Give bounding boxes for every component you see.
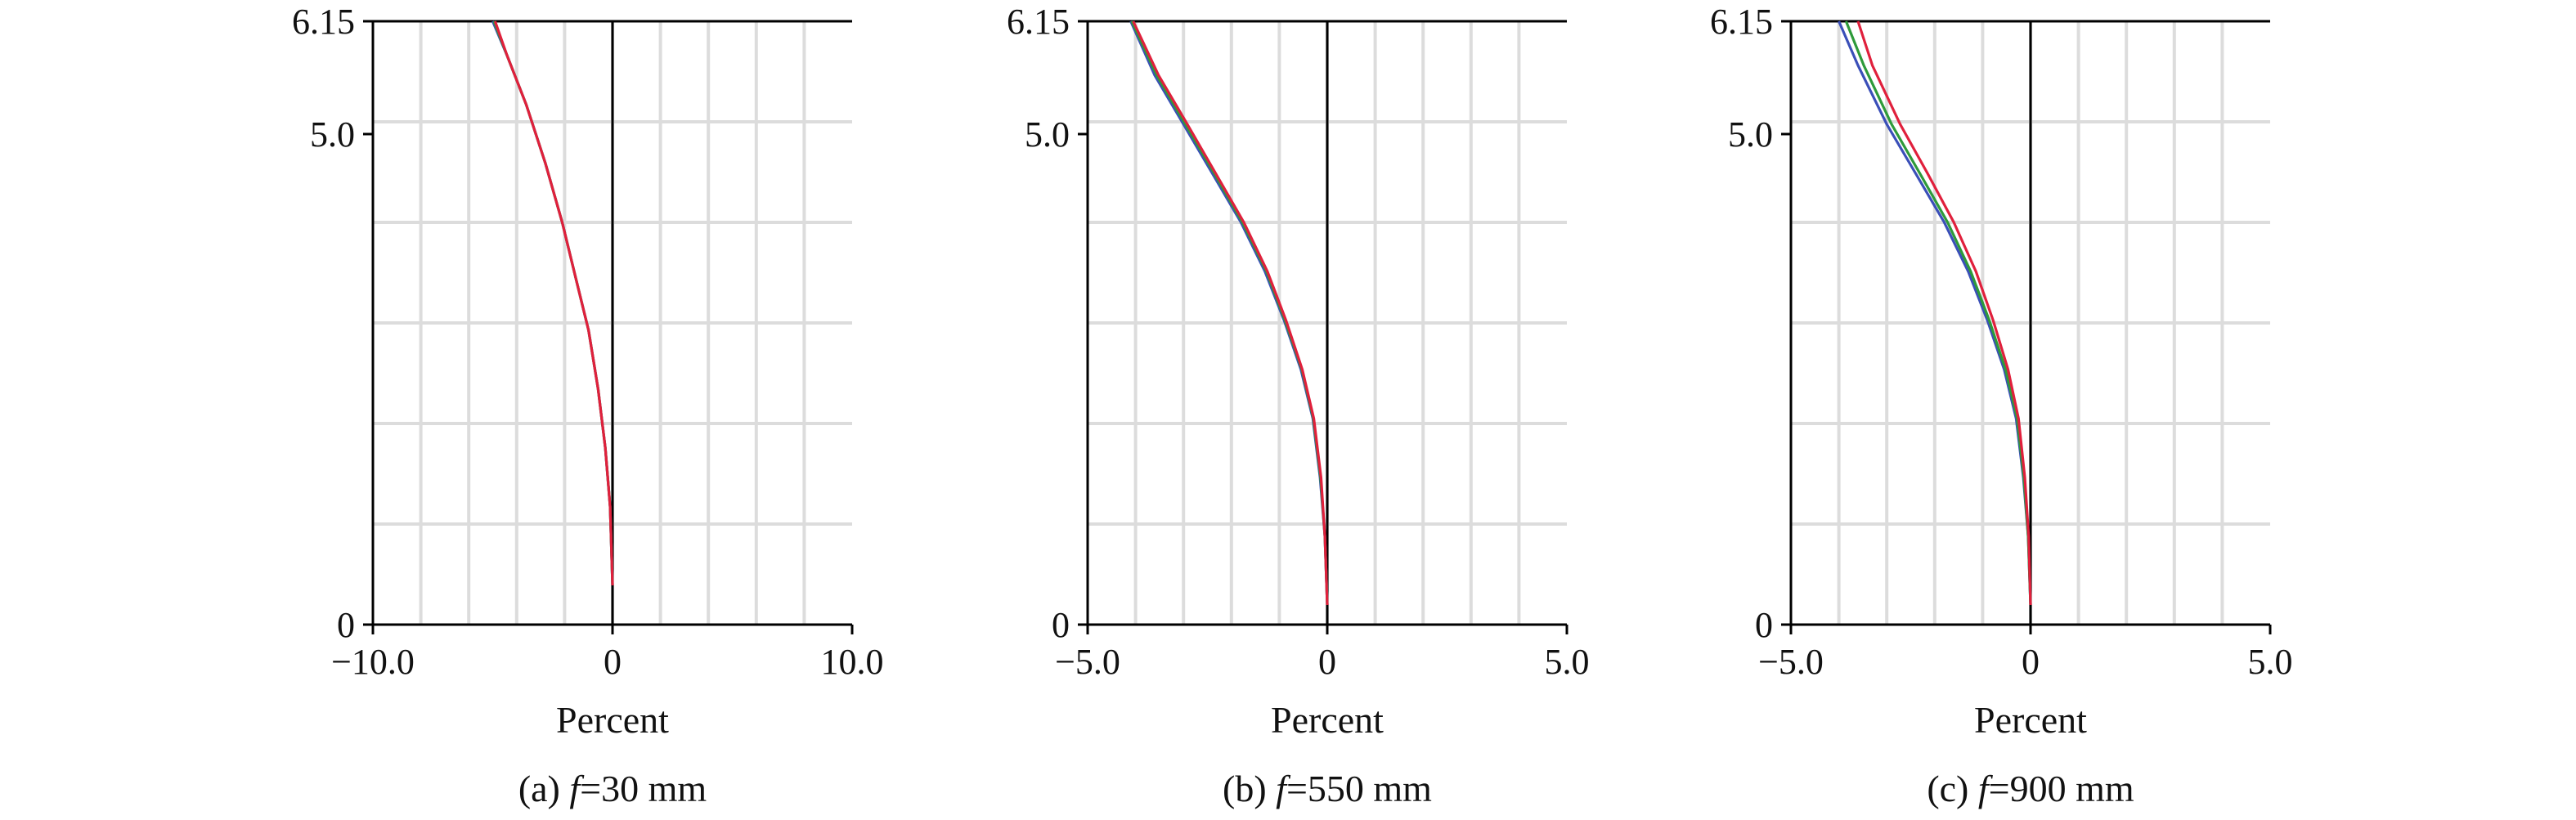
panel-caption: (b) f=550 mm	[1223, 768, 1432, 809]
y-tick-label: 0	[337, 605, 355, 645]
x-tick-label: −5.0	[1758, 642, 1824, 682]
y-tick-label: 5.0	[310, 114, 355, 155]
y-tick-label: 0	[1052, 605, 1070, 645]
x-tick-label: −5.0	[1055, 642, 1120, 682]
x-axis-label: Percent	[556, 699, 669, 741]
series-line-3	[1132, 20, 1329, 606]
x-tick-label: 0	[1318, 642, 1336, 682]
y-tick-label: 6.15	[1007, 2, 1070, 42]
panel-caption: (c) f=900 mm	[1927, 768, 2134, 809]
x-tick-label: 0	[604, 642, 622, 682]
x-tick-label: 5.0	[2248, 642, 2293, 682]
x-axis-label: Percent	[1271, 699, 1384, 741]
series-line-2	[1130, 20, 1329, 606]
x-tick-label: 5.0	[1545, 642, 1590, 682]
x-tick-label: 0	[2022, 642, 2040, 682]
series-line-2	[492, 20, 614, 586]
series-line-3	[493, 20, 614, 586]
x-tick-label: −10.0	[331, 642, 415, 682]
series-line-1	[491, 20, 614, 586]
series-line-2	[1844, 20, 2032, 606]
panel-caption: (a) f=30 mm	[518, 768, 707, 809]
y-tick-label: 0	[1755, 605, 1773, 645]
series-line-1	[1129, 20, 1329, 606]
y-tick-label: 6.15	[292, 2, 355, 42]
x-axis-label: Percent	[1974, 699, 2087, 741]
y-tick-label: 5.0	[1728, 114, 1773, 155]
y-tick-label: 5.0	[1025, 114, 1070, 155]
series-line-3	[1856, 20, 2032, 606]
x-tick-label: 10.0	[821, 642, 884, 682]
y-tick-label: 6.15	[1710, 2, 1773, 42]
